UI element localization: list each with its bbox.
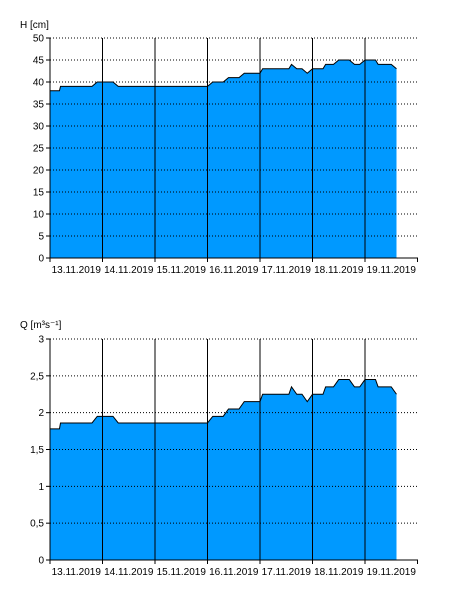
x-tick-label: 15.11.2019 xyxy=(157,567,207,578)
y-tick-label: 40 xyxy=(33,78,45,89)
y-tick-label: 0 xyxy=(38,254,44,265)
x-tick-label: 18.11.2019 xyxy=(314,265,364,276)
x-tick-label: 19.11.2019 xyxy=(367,567,417,578)
y-tick-label: 2 xyxy=(38,408,44,419)
y-tick-label: 0,5 xyxy=(30,519,44,530)
x-tick-label: 13.11.2019 xyxy=(52,567,102,578)
y-tick-label: 45 xyxy=(33,56,45,67)
y-axis-label: Q [m³s⁻¹] xyxy=(20,320,62,331)
y-tick-label: 1,5 xyxy=(30,445,44,456)
y-tick-label: 15 xyxy=(33,188,45,199)
water-level-chart: 0 5 10 15 20 25 30 35 40 45 50 13.11.2019 14.11.2019… xyxy=(20,20,418,276)
y-tick-label: 2,5 xyxy=(30,371,44,382)
y-tick-label: 30 xyxy=(33,122,45,133)
y-tick-label: 50 xyxy=(33,34,45,45)
x-tick-label: 16.11.2019 xyxy=(209,265,259,276)
y-tick-label: 1 xyxy=(38,482,44,493)
x-tick-label: 18.11.2019 xyxy=(314,567,364,578)
y-tick-label: 35 xyxy=(33,100,45,111)
x-tick-label: 13.11.2019 xyxy=(52,265,102,276)
discharge-chart: 0 0,5 1 1,5 2 2,5 3 13.11.2019 14.11.2019 15.11.2… xyxy=(20,320,418,578)
y-tick-label: 3 xyxy=(38,335,44,346)
y-tick-label: 20 xyxy=(33,166,45,177)
x-tick-label: 15.11.2019 xyxy=(157,265,207,276)
y-tick-label: 0 xyxy=(38,556,44,567)
x-tick-label: 16.11.2019 xyxy=(209,567,259,578)
series-line xyxy=(50,379,397,430)
x-tick-label: 19.11.2019 xyxy=(367,265,417,276)
y-tick-label: 5 xyxy=(38,232,44,243)
y-tick-label: 25 xyxy=(33,144,45,155)
x-tick-label: 14.11.2019 xyxy=(104,567,154,578)
series-line xyxy=(50,59,397,92)
y-axis-label: H [cm] xyxy=(20,20,49,31)
x-tick-label: 14.11.2019 xyxy=(104,265,154,276)
x-tick-label: 17.11.2019 xyxy=(262,265,312,276)
x-tick-label: 17.11.2019 xyxy=(262,567,312,578)
series-area xyxy=(50,60,397,258)
series-area xyxy=(50,379,397,560)
y-tick-label: 10 xyxy=(33,210,45,221)
